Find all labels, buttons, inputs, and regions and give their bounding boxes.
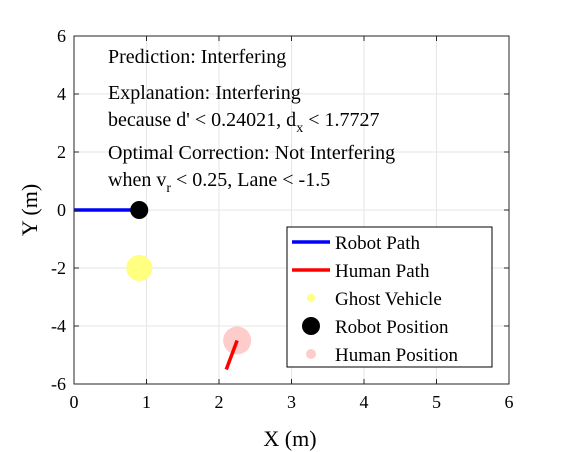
x-tick-label: 6 — [505, 392, 514, 412]
explanation-line2-subscript: x — [296, 121, 303, 136]
legend-swatch-ghost-vehicle — [307, 294, 315, 302]
chart-marks — [74, 201, 252, 371]
ghost-vehicle-marker — [126, 255, 153, 281]
y-tick-label: -4 — [51, 316, 66, 336]
correction-line2-subscript: r — [166, 181, 171, 196]
x-tick-label: 0 — [70, 392, 79, 412]
correction-line2-main: when v — [108, 169, 166, 191]
x-tick-label: 1 — [142, 392, 151, 412]
x-tick-label: 4 — [360, 392, 369, 412]
correction-line1: Optimal Correction: Not Interfering — [108, 142, 395, 164]
x-axis-label: X (m) — [263, 426, 316, 451]
explanation-line1: Explanation: Interfering — [108, 82, 301, 104]
axes — [73, 35, 510, 385]
legend: Robot Path Human Path Ghost Vehicle Robot P… — [286, 226, 493, 368]
x-tick-label: 2 — [215, 392, 224, 412]
correction-line2: when vr < 0.25, Lane < -1.5 — [108, 169, 330, 196]
tick-labels: 0 1 2 3 4 5 6 -6 -4 -2 0 2 4 6 — [51, 26, 514, 412]
correction-line2-rest: < 0.25, Lane < -1.5 — [171, 169, 330, 191]
legend-swatch-robot-position — [302, 317, 320, 335]
annotation-block: Prediction: Interfering Explanation: Int… — [108, 46, 395, 196]
y-tick-label: 2 — [57, 142, 66, 162]
explanation-line2-rest: < 1.7727 — [303, 109, 379, 131]
x-tick-label: 3 — [287, 392, 296, 412]
legend-label-human-position: Human Position — [335, 345, 458, 366]
y-tick-label: 0 — [57, 200, 66, 220]
legend-box — [286, 226, 493, 368]
legend-label-ghost-vehicle: Ghost Vehicle — [335, 289, 442, 310]
y-axis-label: Y (m) — [17, 184, 42, 236]
y-tick-label: 6 — [57, 26, 66, 46]
explanation-line2: because d' < 0.24021, dx < 1.7727 — [108, 109, 379, 136]
legend-swatch-human-position — [306, 349, 316, 359]
legend-label-human-path: Human Path — [335, 261, 430, 282]
y-tick-label: 4 — [57, 84, 66, 104]
legend-label-robot-path: Robot Path — [335, 233, 420, 254]
human-path-line — [224, 339, 239, 371]
prediction-text: Prediction: Interfering — [108, 46, 286, 68]
y-tick-label: -2 — [51, 258, 66, 278]
y-tick-label: -6 — [51, 374, 66, 394]
robot-position-marker — [130, 201, 149, 219]
explanation-line2-main: because d' < 0.24021, d — [108, 109, 296, 131]
legend-label-robot-position: Robot Position — [335, 317, 449, 338]
x-tick-label: 5 — [432, 392, 441, 412]
